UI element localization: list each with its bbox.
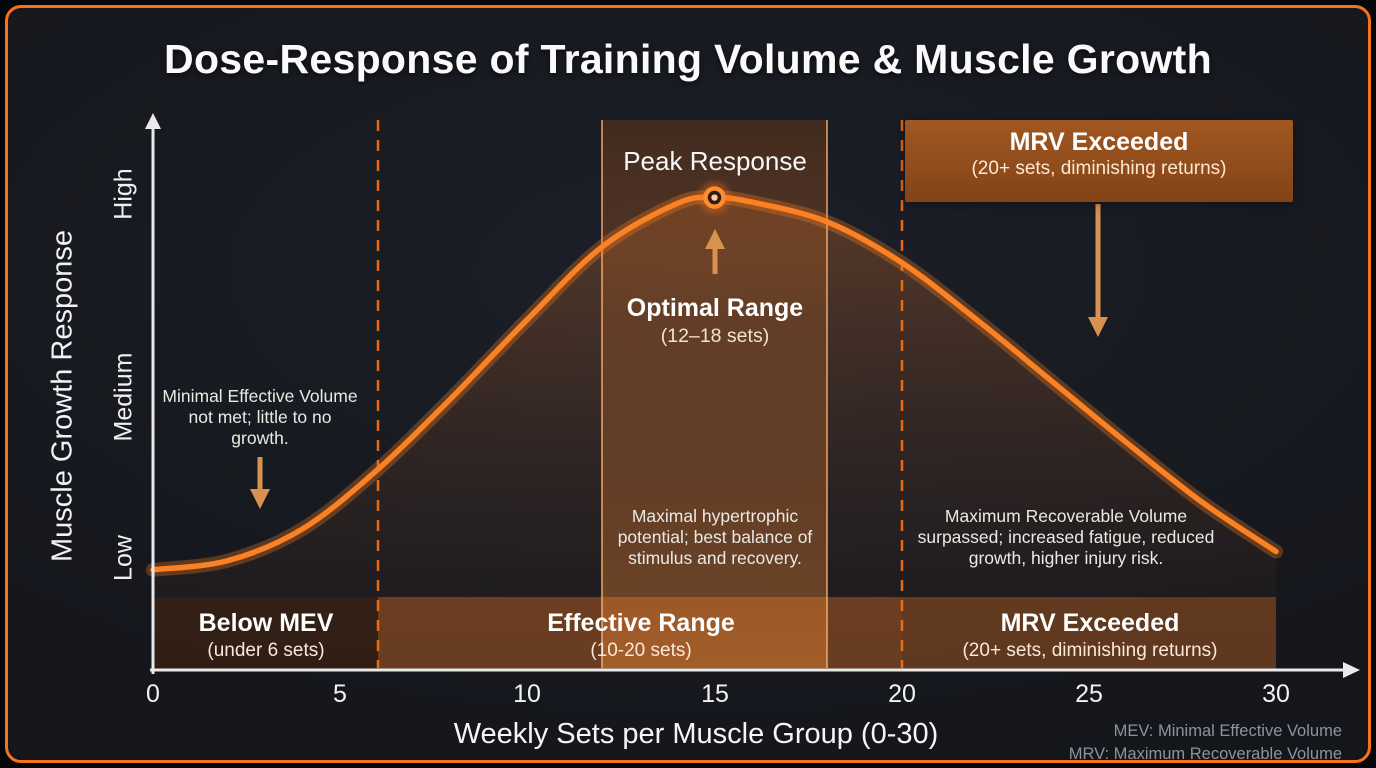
x-axis-title: Weekly Sets per Muscle Group (0-30) xyxy=(453,718,939,750)
peak-response-label: Peak Response xyxy=(623,146,807,176)
legend-note-mev: MEV: Minimal Effective Volume xyxy=(1113,722,1342,740)
x-tick-25: 25 xyxy=(1075,680,1103,708)
peak-marker-dot xyxy=(711,194,718,201)
zone-range-mrv-exceeded: (20+ sets, diminishing returns) xyxy=(962,640,1218,661)
mrv-exceeded-strip xyxy=(902,597,1276,670)
annotation-optimal-detail: Maximal hypertrophic potential; best bal… xyxy=(617,506,813,568)
zone-effective-range: Effective Range (10-20 sets) xyxy=(547,609,735,662)
x-tick-20: 20 xyxy=(888,680,916,708)
zone-range-below-mev: (under 6 sets) xyxy=(207,640,325,661)
optimal-range-callout: Optimal Range (12–18 sets) xyxy=(627,294,803,348)
mrv-banner: MRV Exceeded (20+ sets, diminishing retu… xyxy=(905,120,1293,202)
x-axis-arrowhead xyxy=(1343,662,1360,678)
y-axis-title: Muscle Growth Response xyxy=(46,229,79,563)
chart-frame: Dose-Response of Training Volume & Muscl… xyxy=(5,5,1371,763)
x-tick-30: 30 xyxy=(1262,680,1290,708)
optimal-range-label: Optimal Range xyxy=(626,294,804,322)
zone-label-effective-range: Effective Range xyxy=(547,609,735,637)
x-tick-5: 5 xyxy=(333,680,347,708)
x-tick-15: 15 xyxy=(701,680,729,708)
chart-title: Dose-Response of Training Volume & Muscl… xyxy=(164,36,1212,82)
below-mev-strip xyxy=(153,597,378,670)
peak-marker xyxy=(698,181,731,214)
x-tick-10: 10 xyxy=(513,680,541,708)
mrv-banner-subtitle: (20+ sets, diminishing returns) xyxy=(971,158,1227,179)
zone-below-mev: Below MEV (under 6 sets) xyxy=(199,609,334,662)
y-axis-arrowhead xyxy=(145,113,161,129)
x-tick-0: 0 xyxy=(146,680,160,708)
zone-range-effective-range: (10-20 sets) xyxy=(590,640,692,661)
legend-note-mrv: MRV: Maximum Recoverable Volume xyxy=(1068,744,1342,763)
mrv-banner-title: MRV Exceeded xyxy=(1009,128,1189,156)
chart-legend-notes: MEV: Minimal Effective Volume MRV: Maxim… xyxy=(1068,720,1342,763)
zone-mrv-exceeded: MRV Exceeded (20+ sets, diminishing retu… xyxy=(962,609,1217,662)
annotation-mev-not-met: Minimal Effective Volume not met; little… xyxy=(162,386,358,448)
zone-label-below-mev: Below MEV xyxy=(198,609,334,637)
optimal-range-sublabel: (12–18 sets) xyxy=(660,325,770,347)
y-tick-high: High xyxy=(109,168,138,220)
y-tick-low: Low xyxy=(109,535,138,581)
annotation-mrv-detail: Maximum Recoverable Volume surpassed; in… xyxy=(917,506,1215,568)
zone-label-mrv-exceeded: MRV Exceeded xyxy=(1000,609,1180,637)
y-tick-medium: Medium xyxy=(109,352,138,442)
dose-response-chart-canvas xyxy=(145,113,1360,678)
